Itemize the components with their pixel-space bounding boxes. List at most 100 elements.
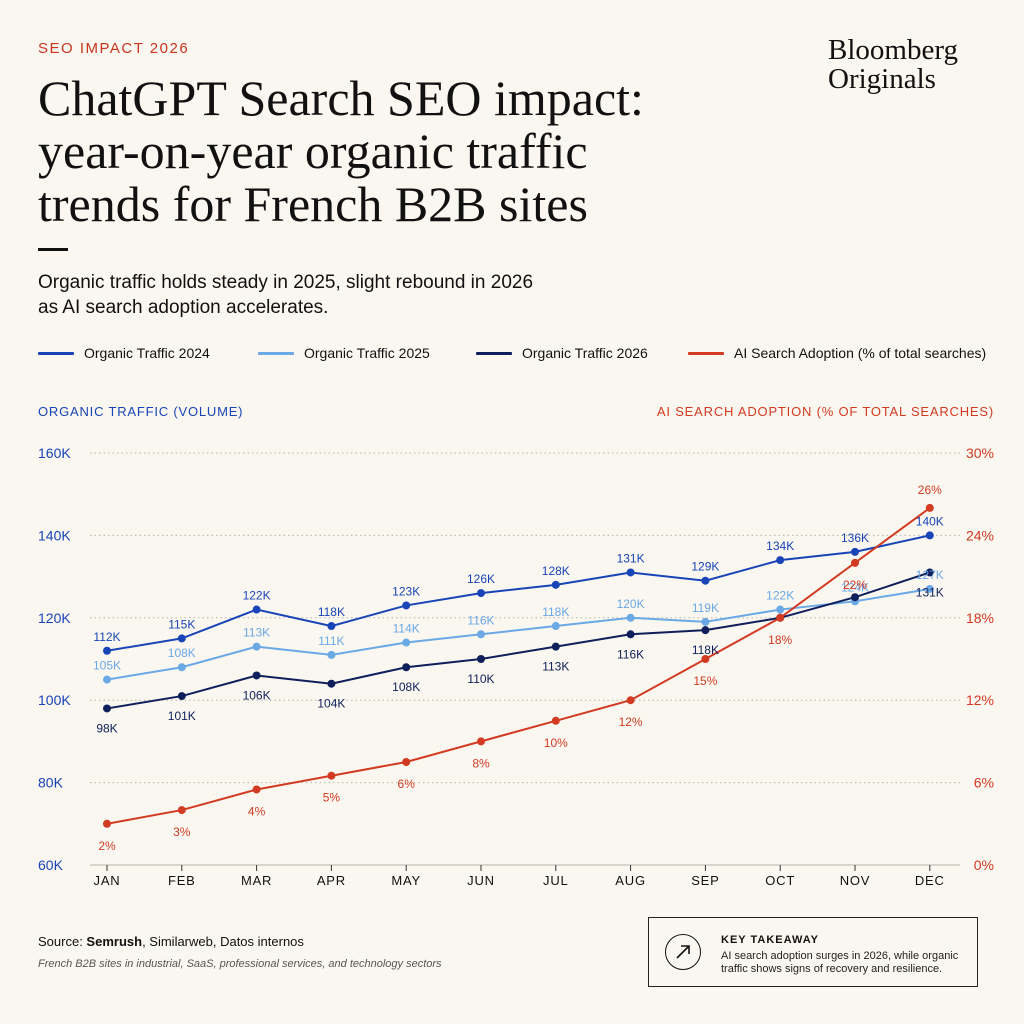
left-tick-label: 60K [38, 857, 64, 873]
source-primary: Semrush [86, 934, 143, 949]
left-tick-label: 160K [38, 445, 71, 461]
legend-label-ai: AI Search Adoption (% of total searches) [734, 345, 987, 361]
data-label-2025: 114K [393, 622, 420, 636]
right-tick-label: 18% [966, 610, 994, 626]
data-label-ai: 4% [248, 804, 266, 818]
point-2024 [252, 605, 261, 614]
point-2026 [477, 655, 485, 663]
data-label-ai: 12% [619, 715, 643, 729]
point-ai [177, 806, 186, 815]
data-label-2024: 140K [916, 514, 944, 528]
data-label-2025: 116K [467, 613, 494, 627]
line-chart: 60K 80K 100K 120K 140K 160K 0% 6% 12% 18% 24% 30% JA… [38, 445, 994, 888]
point-ai [402, 758, 411, 766]
data-label-2026: 106K [243, 688, 271, 702]
brand-line-2: Originals [828, 63, 936, 95]
right-axis-title: AI SEARCH ADOPTION (% OF TOTAL SEARCHES) [656, 404, 994, 419]
point-2025 [252, 642, 261, 651]
title-line-3: trends for French B2B sites [38, 176, 588, 232]
left-axis-title: ORGANIC TRAFFIC (VOLUME) [38, 404, 244, 419]
left-tick-label: 100K [38, 692, 71, 708]
point-2024 [551, 580, 560, 589]
point-2024 [477, 589, 485, 598]
subtitle-line-1: Organic traffic holds steady in 2025, sl… [38, 272, 534, 293]
point-2024 [103, 646, 111, 655]
point-2025 [402, 638, 411, 647]
data-label-2025: 113K [243, 626, 270, 640]
takeaway-text: AI search adoption surges in 2026, while… [721, 950, 959, 975]
brand-line-1: Bloomberg [828, 34, 958, 66]
data-label-ai: 5% [323, 791, 341, 805]
left-tick-label: 80K [38, 775, 64, 791]
right-tick-label: 30% [966, 445, 994, 461]
data-label-ai: 2% [98, 839, 116, 853]
point-2026 [177, 692, 186, 701]
data-label-2024: 123K [392, 584, 420, 598]
data-label-2025: 108K [168, 646, 196, 660]
x-tick-label: NOV [840, 873, 871, 888]
data-label-2026: 98K [96, 721, 117, 735]
data-label-ai: 26% [918, 483, 942, 497]
point-2026 [626, 630, 635, 639]
data-label-2024: 118K [318, 605, 345, 619]
point-ai [851, 558, 859, 567]
x-tick-label: AUG [615, 873, 646, 888]
data-label-2024: 129K [691, 560, 719, 574]
data-labels: 112K 115K 122K 118K 123K 126K 128K 131K 129K 134K… [93, 483, 944, 853]
left-tick-label: 120K [38, 610, 71, 626]
series-line-2026 [106, 571, 931, 710]
legend-item-2026: Organic Traffic 2026 [476, 345, 648, 361]
point-2024 [925, 531, 934, 540]
data-label-2024: 112K [93, 630, 120, 644]
subtitle-line-2: as AI search adoption accelerates. [38, 297, 329, 318]
series-line-ai [106, 507, 931, 825]
data-label-ai: 6% [398, 777, 416, 791]
x-tick-label: DEC [915, 873, 945, 888]
data-label-ai: 22% [843, 578, 867, 592]
point-2025 [477, 630, 485, 639]
point-2025 [701, 617, 710, 626]
data-label-2026: 113K [542, 660, 569, 674]
point-2025 [776, 605, 785, 614]
point-2026 [551, 642, 560, 651]
right-tick-label: 12% [966, 692, 994, 708]
data-label-2026: 110K [467, 672, 494, 686]
series-lines [103, 503, 934, 828]
data-label-ai: 8% [472, 756, 490, 770]
footnote: French B2B sites in industrial, SaaS, pr… [38, 958, 442, 970]
point-2026 [402, 663, 411, 672]
subtitle: Organic traffic holds steady in 2025, sl… [38, 270, 658, 320]
legend-swatch-2026 [476, 351, 512, 355]
point-2025 [103, 675, 111, 684]
point-ai [925, 503, 934, 512]
source-rest: , Similarweb, Datos internos [142, 934, 304, 949]
data-label-2025: 111K [318, 634, 344, 648]
data-label-2026: 104K [317, 697, 345, 711]
x-tick-label: OCT [765, 873, 795, 888]
point-ai [701, 655, 710, 663]
right-tick-label: 24% [966, 527, 994, 543]
brand-logo: Bloomberg Originals [828, 36, 988, 94]
legend-item-2025: Organic Traffic 2025 [258, 345, 430, 361]
legend-swatch-ai [688, 351, 724, 355]
data-label-2026: 118K [692, 643, 719, 657]
axis-labels: 60K 80K 100K 120K 140K 160K 0% 6% 12% 18% 24% 30% JA… [38, 445, 994, 888]
title-line-1: ChatGPT Search SEO impact: [38, 70, 644, 126]
data-label-2024: 131K [617, 551, 645, 565]
page-title: ChatGPT Search SEO impact: year-on-year … [38, 72, 798, 231]
data-label-2024: 136K [841, 531, 869, 545]
data-label-2025: 120K [617, 597, 645, 611]
point-2025 [626, 613, 635, 622]
point-2026 [252, 671, 261, 680]
data-label-ai: 18% [768, 633, 792, 647]
point-2025 [327, 650, 336, 659]
right-tick-label: 6% [974, 775, 994, 791]
point-2026 [851, 593, 859, 602]
left-tick-label: 140K [38, 527, 71, 543]
legend-swatch-2024 [38, 351, 74, 355]
point-2025 [551, 622, 560, 631]
source-line: Source: Semrush, Similarweb, Datos inter… [38, 934, 304, 949]
point-2024 [177, 634, 186, 643]
x-tick-label: JUL [543, 873, 569, 888]
point-2025 [925, 584, 934, 593]
